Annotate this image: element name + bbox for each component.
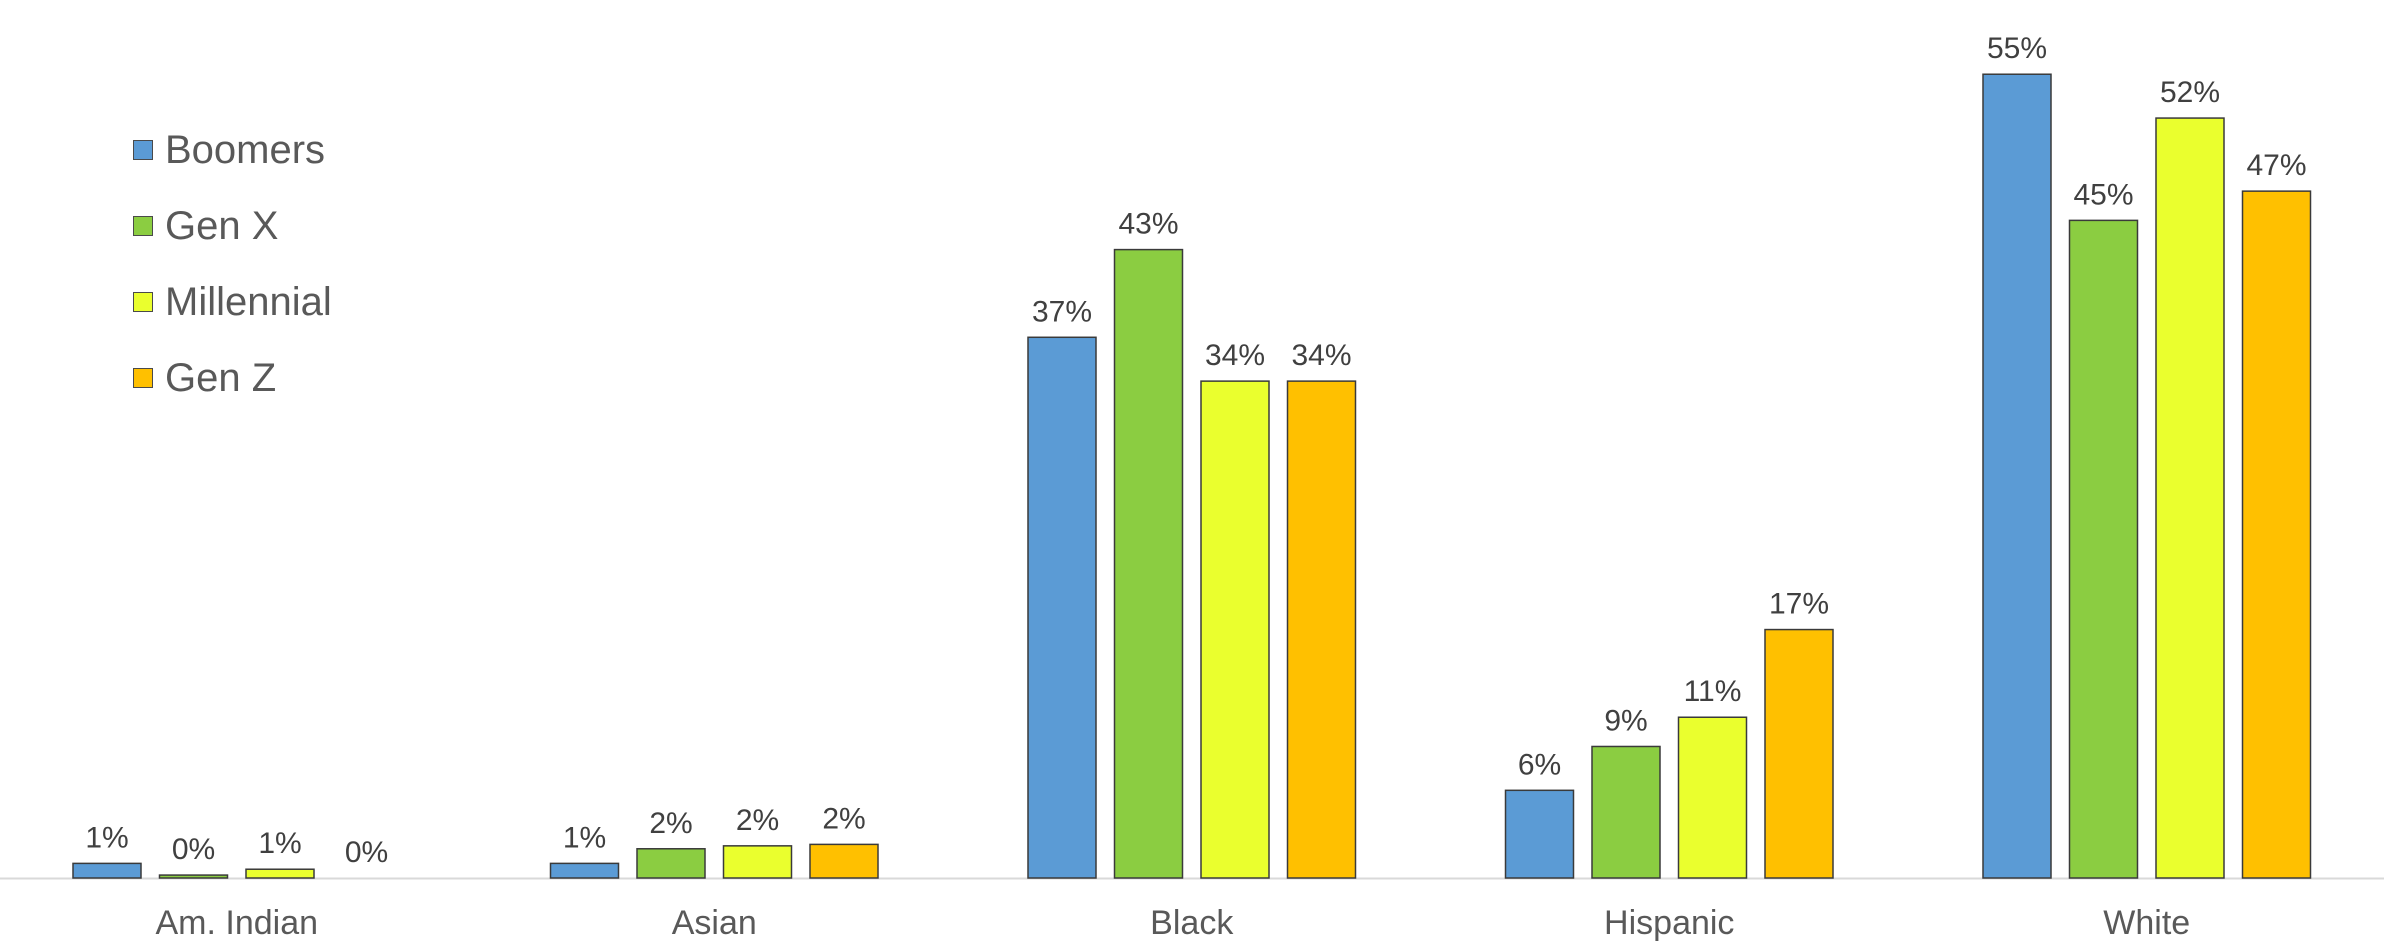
data-label-boomers-am-indian: 1% bbox=[85, 821, 128, 854]
bar-millennial-white bbox=[2155, 117, 2225, 879]
data-label-millennial-am-indian: 1% bbox=[258, 827, 301, 860]
data-label-millennial-hispanic: 11% bbox=[1684, 675, 1742, 708]
bar-boomers-asian bbox=[549, 862, 620, 879]
bar-gen-z-asian bbox=[809, 843, 879, 879]
data-label-gen-z-black: 34% bbox=[1291, 339, 1351, 372]
bar-gen-z-white bbox=[2241, 190, 2312, 879]
legend-item-gen-x: Gen X bbox=[133, 188, 332, 264]
data-label-millennial-black: 34% bbox=[1205, 339, 1265, 372]
data-label-gen-x-white: 45% bbox=[2073, 178, 2133, 211]
data-label-gen-x-black: 43% bbox=[1118, 208, 1178, 241]
category-label-white: White bbox=[2103, 904, 2190, 942]
legend-label-boomers: Boomers bbox=[165, 127, 326, 172]
bar-boomers-black bbox=[1027, 336, 1097, 879]
legend-item-boomers: Boomers bbox=[133, 112, 332, 188]
data-label-gen-z-asian: 2% bbox=[822, 802, 865, 835]
bar-boomers-hispanic bbox=[1504, 789, 1575, 879]
data-label-millennial-white: 52% bbox=[2160, 76, 2220, 109]
legend-item-millennial: Millennial bbox=[133, 264, 332, 340]
legend-label-gen-z: Gen Z bbox=[165, 355, 277, 400]
bar-gen-x-asian bbox=[636, 848, 706, 879]
bar-boomers-white bbox=[1982, 73, 2052, 879]
bar-gen-z-black bbox=[1286, 380, 1357, 879]
data-label-gen-z-white: 47% bbox=[2246, 149, 2306, 182]
legend: Boomers Gen X Millennial Gen Z bbox=[133, 112, 332, 416]
data-label-gen-z-hispanic: 17% bbox=[1769, 588, 1829, 621]
data-label-millennial-asian: 2% bbox=[736, 804, 779, 837]
data-label-gen-x-asian: 2% bbox=[649, 807, 692, 840]
category-label-black: Black bbox=[1150, 904, 1234, 942]
bar-boomers-am-indian bbox=[72, 862, 142, 879]
legend-item-gen-z: Gen Z bbox=[133, 340, 332, 416]
legend-swatch-millennial bbox=[133, 292, 153, 312]
legend-swatch-gen-z bbox=[133, 368, 153, 388]
legend-label-millennial: Millennial bbox=[165, 279, 332, 324]
data-label-boomers-white: 55% bbox=[1987, 32, 2047, 65]
bar-millennial-am-indian bbox=[245, 868, 315, 879]
bar-gen-x-hispanic bbox=[1591, 745, 1661, 879]
legend-label-gen-x: Gen X bbox=[165, 203, 279, 248]
bar-gen-x-am-indian bbox=[158, 874, 229, 879]
bar-millennial-asian bbox=[722, 845, 793, 879]
category-label-asian: Asian bbox=[672, 904, 757, 942]
data-label-boomers-black: 37% bbox=[1032, 295, 1092, 328]
category-label-hispanic: Hispanic bbox=[1604, 904, 1734, 942]
data-label-gen-x-am-indian: 0% bbox=[172, 833, 215, 866]
bar-millennial-hispanic bbox=[1677, 716, 1748, 879]
data-label-gen-z-am-indian: 0% bbox=[345, 836, 388, 869]
legend-swatch-boomers bbox=[133, 140, 153, 160]
data-label-gen-x-hispanic: 9% bbox=[1604, 704, 1647, 737]
data-label-boomers-asian: 1% bbox=[563, 821, 606, 854]
bar-millennial-black bbox=[1200, 380, 1270, 879]
bar-gen-z-hispanic bbox=[1764, 628, 1834, 879]
data-label-boomers-hispanic: 6% bbox=[1518, 748, 1561, 781]
bar-gen-x-black bbox=[1113, 248, 1184, 879]
category-label-am-indian: Am. Indian bbox=[155, 904, 318, 942]
bar-gen-x-white bbox=[2068, 219, 2139, 879]
legend-swatch-gen-x bbox=[133, 216, 153, 236]
